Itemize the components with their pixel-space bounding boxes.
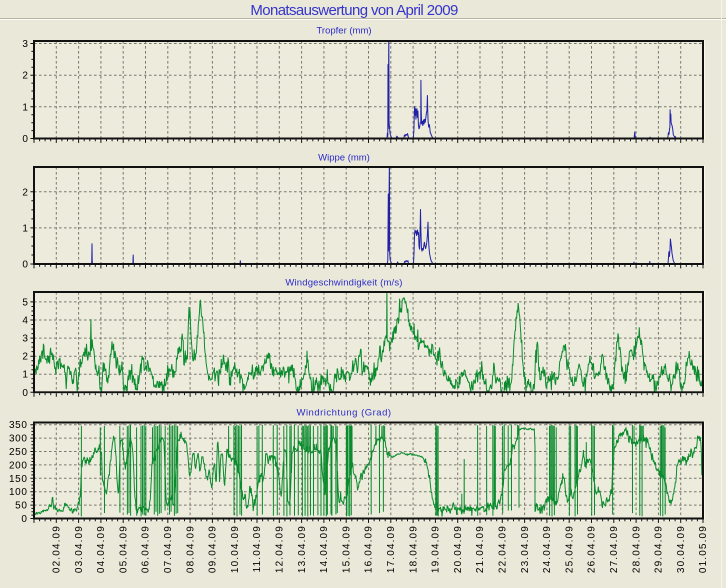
svg-text:02.04.09: 02.04.09 bbox=[52, 525, 63, 573]
svg-text:08.04.09: 08.04.09 bbox=[185, 525, 196, 573]
svg-text:22.04.09: 22.04.09 bbox=[498, 525, 509, 573]
svg-text:3: 3 bbox=[22, 334, 28, 345]
svg-text:3: 3 bbox=[22, 39, 28, 50]
svg-text:0: 0 bbox=[22, 388, 28, 399]
svg-text:21.04.09: 21.04.09 bbox=[475, 525, 486, 573]
svg-text:200: 200 bbox=[9, 460, 28, 471]
svg-text:1: 1 bbox=[22, 370, 28, 381]
svg-text:18.04.09: 18.04.09 bbox=[408, 525, 419, 573]
svg-text:5: 5 bbox=[22, 297, 28, 308]
svg-text:100: 100 bbox=[9, 487, 28, 498]
svg-text:1: 1 bbox=[22, 223, 28, 234]
svg-text:06.04.09: 06.04.09 bbox=[141, 525, 152, 573]
svg-text:16.04.09: 16.04.09 bbox=[364, 525, 375, 573]
svg-text:26.04.09: 26.04.09 bbox=[587, 525, 598, 573]
svg-text:20.04.09: 20.04.09 bbox=[453, 525, 464, 573]
svg-text:23.04.09: 23.04.09 bbox=[520, 525, 531, 573]
svg-text:01.05.09: 01.05.09 bbox=[698, 525, 709, 573]
svg-text:0: 0 bbox=[22, 260, 28, 271]
svg-text:28.04.09: 28.04.09 bbox=[631, 525, 642, 573]
svg-text:03.04.09: 03.04.09 bbox=[74, 525, 85, 573]
svg-text:04.04.09: 04.04.09 bbox=[96, 525, 107, 573]
svg-text:Wippe (mm): Wippe (mm) bbox=[318, 153, 370, 164]
svg-text:24.04.09: 24.04.09 bbox=[542, 525, 553, 573]
svg-text:300: 300 bbox=[9, 434, 28, 445]
svg-text:250: 250 bbox=[9, 447, 28, 458]
svg-text:15.04.09: 15.04.09 bbox=[341, 525, 352, 573]
svg-text:150: 150 bbox=[9, 474, 28, 485]
svg-text:0: 0 bbox=[21, 514, 27, 525]
svg-text:30.04.09: 30.04.09 bbox=[676, 525, 687, 573]
svg-text:14.04.09: 14.04.09 bbox=[319, 525, 330, 573]
svg-text:Windgeschwindigkeit (m/s): Windgeschwindigkeit (m/s) bbox=[285, 278, 402, 289]
svg-text:Windrichtung (Grad): Windrichtung (Grad) bbox=[296, 408, 391, 419]
svg-text:350: 350 bbox=[9, 420, 28, 431]
svg-text:0: 0 bbox=[22, 134, 28, 145]
svg-text:17.04.09: 17.04.09 bbox=[386, 525, 397, 573]
svg-text:29.04.09: 29.04.09 bbox=[654, 525, 665, 573]
svg-text:11.04.09: 11.04.09 bbox=[252, 525, 263, 572]
svg-text:2: 2 bbox=[22, 352, 28, 363]
svg-text:Tropfer (mm): Tropfer (mm) bbox=[316, 26, 371, 37]
svg-text:2: 2 bbox=[22, 71, 28, 82]
svg-text:Monatsauswertung von April 200: Monatsauswertung von April 2009 bbox=[250, 2, 458, 19]
svg-text:1: 1 bbox=[22, 102, 28, 113]
svg-text:2: 2 bbox=[22, 187, 28, 198]
svg-text:4: 4 bbox=[22, 316, 28, 327]
svg-text:07.04.09: 07.04.09 bbox=[163, 525, 174, 573]
svg-text:25.04.09: 25.04.09 bbox=[564, 525, 575, 573]
svg-text:10.04.09: 10.04.09 bbox=[230, 525, 241, 573]
svg-text:27.04.09: 27.04.09 bbox=[609, 525, 620, 573]
svg-text:05.04.09: 05.04.09 bbox=[118, 525, 129, 573]
svg-text:12.04.09: 12.04.09 bbox=[275, 525, 286, 573]
svg-text:50: 50 bbox=[15, 501, 27, 512]
svg-text:19.04.09: 19.04.09 bbox=[431, 525, 442, 573]
svg-text:13.04.09: 13.04.09 bbox=[297, 525, 308, 573]
svg-text:09.04.09: 09.04.09 bbox=[208, 525, 219, 573]
